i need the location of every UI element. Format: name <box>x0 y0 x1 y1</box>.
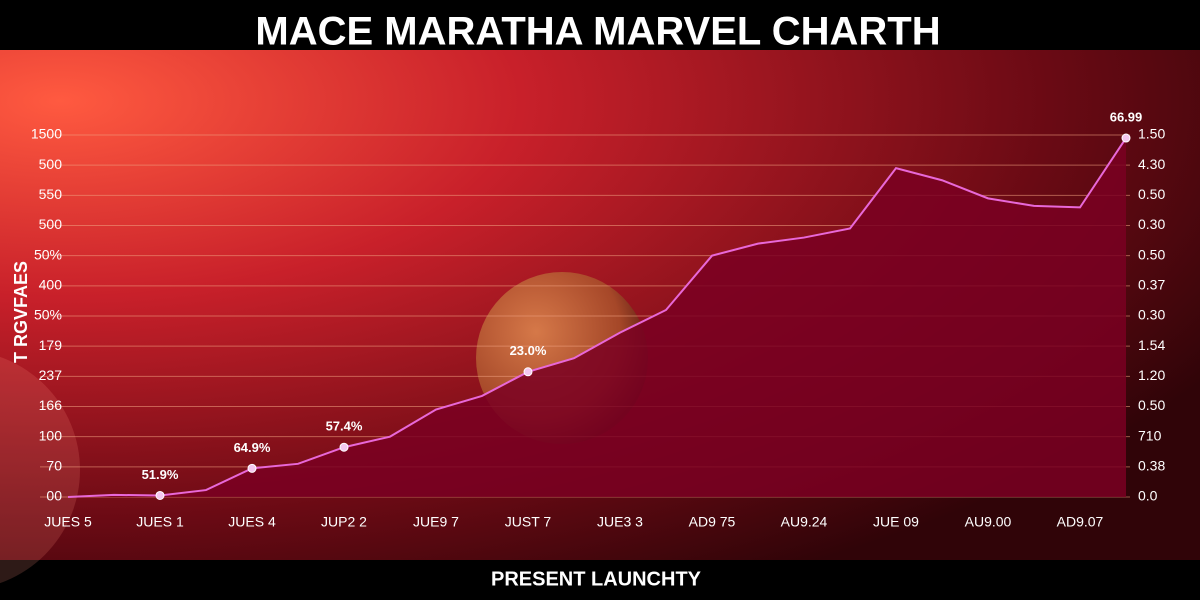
y-tick-label: 70 <box>46 458 62 474</box>
y-tick-label: 400 <box>39 277 63 293</box>
y2-tick-label: 1.20 <box>1138 367 1165 383</box>
x-tick-label: JUE 09 <box>873 514 919 530</box>
y-tick-label: 500 <box>39 156 63 172</box>
annotation: 51.9% <box>142 467 179 482</box>
y-tick-label: 237 <box>39 367 63 383</box>
y2-tick-label: 0.37 <box>1138 277 1165 293</box>
x-tick-label: JUES 1 <box>136 514 184 530</box>
annotation: 57.4% <box>326 419 363 434</box>
x-tick-label: JUST 7 <box>505 514 552 530</box>
chart-title: MACE MARATHA MARVEL CHARTH <box>255 10 940 54</box>
point <box>1121 133 1131 143</box>
y2-tick-label: 4.30 <box>1138 156 1165 172</box>
line <box>67 137 1127 498</box>
y2-tick-label: 1.50 <box>1138 126 1165 142</box>
x-tick-label: AU9.00 <box>965 514 1012 530</box>
y-tick-label: 100 <box>39 427 63 443</box>
y2-tick-label: 0.50 <box>1138 246 1165 262</box>
glow <box>0 356 80 584</box>
y2-tick-label: 0.30 <box>1138 216 1165 232</box>
area <box>68 138 1126 497</box>
y2-tick-label: 0.38 <box>1138 458 1165 474</box>
point <box>339 442 349 452</box>
y-tick-label: 166 <box>39 397 63 413</box>
annotation: 66.99 <box>1110 109 1143 124</box>
y2-tick-label: 710 <box>1138 427 1162 443</box>
x-tick-label: JUES 5 <box>44 514 92 530</box>
footer: PRESENT LAUNCHTY <box>491 568 702 590</box>
y2-tick-label: 0.0 <box>1138 488 1158 504</box>
x-tick-label: AD9 75 <box>689 514 736 530</box>
x-tick-label: JUP2 2 <box>321 514 367 530</box>
point <box>155 490 165 500</box>
x-tick-label: JUE9 7 <box>413 514 459 530</box>
y-tick-label: 550 <box>39 186 63 202</box>
y-tick-label: 50% <box>34 307 62 323</box>
y2-tick-label: 0.50 <box>1138 397 1165 413</box>
y-tick-label: 500 <box>39 216 63 232</box>
y-tick-label: 50% <box>34 246 62 262</box>
y-tick-label: 1500 <box>31 126 62 142</box>
y2-tick-label: 0.30 <box>1138 307 1165 323</box>
point <box>523 367 533 377</box>
y-tick-label: 00 <box>46 488 62 504</box>
y2-tick-label: 0.50 <box>1138 186 1165 202</box>
x-tick-label: JUE3 3 <box>597 514 643 530</box>
point <box>247 463 257 473</box>
y-axis-title: T RGVFAES <box>11 261 31 363</box>
annotation: 23.0% <box>510 343 547 358</box>
x-tick-label: AD9.07 <box>1057 514 1104 530</box>
y2-tick-label: 1.54 <box>1138 337 1165 353</box>
x-tick-label: JUES 4 <box>228 514 276 530</box>
y-tick-label: 179 <box>39 337 63 353</box>
x-tick-label: AU9.24 <box>781 514 828 530</box>
annotation: 64.9% <box>234 440 271 455</box>
